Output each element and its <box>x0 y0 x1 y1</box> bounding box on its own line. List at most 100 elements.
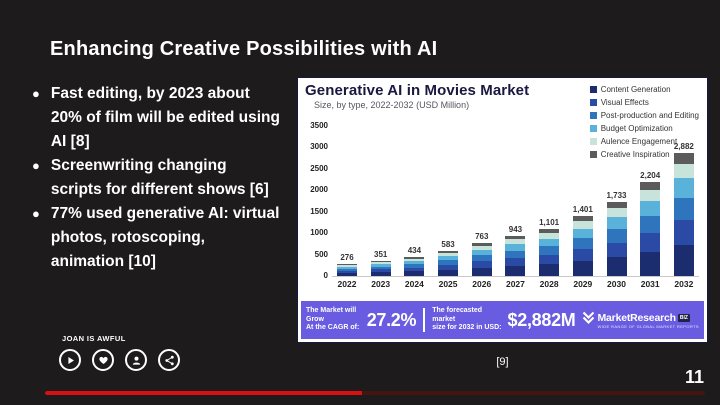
bar-segment-creative-inspiration <box>572 215 593 222</box>
like-button[interactable] <box>92 349 114 371</box>
bar-segment-visual-effects <box>471 261 492 268</box>
bar-segment-creative-inspiration <box>505 235 526 240</box>
play-icon <box>65 355 76 366</box>
bar-segment-aulence-engagement <box>539 233 560 239</box>
bar-segment-post-production-and-editing <box>539 246 560 255</box>
bar-segment-content-generation <box>572 261 593 277</box>
bullet-icon: ● <box>32 206 40 221</box>
bar-segment-budget-optimization <box>370 264 391 267</box>
bar-stack <box>471 243 492 276</box>
bar-segment-creative-inspiration <box>539 228 560 234</box>
bar-segment-visual-effects <box>539 254 560 265</box>
bar-segment-budget-optimization <box>337 266 357 269</box>
x-tick-label: 2030 <box>607 279 626 289</box>
legend-swatch <box>589 99 597 106</box>
bar-segment-visual-effects <box>438 264 459 270</box>
bar-stack <box>370 260 391 276</box>
bar-segment-post-production-and-editing <box>673 198 694 221</box>
citation-reference: [9] <box>496 356 509 368</box>
bar-segment-visual-effects <box>572 249 593 261</box>
bar-value-label: 943 <box>508 224 523 234</box>
bar-segment-visual-effects <box>640 233 661 253</box>
legend-item: Post-production and Editing <box>589 109 699 122</box>
bar-segment-post-production-and-editing <box>471 255 492 262</box>
bar-stack <box>640 181 661 276</box>
bar-stack <box>606 201 627 276</box>
x-tick-label: 2027 <box>505 279 525 289</box>
brand-badge: BIZ <box>677 313 690 322</box>
bar-segment-creative-inspiration <box>471 243 492 247</box>
chart-subtitle: Size, by type, 2022-2032 (USD Million) <box>314 100 470 110</box>
forecast-label: The forecasted market size for 2032 in U… <box>432 306 502 332</box>
bar-segment-post-production-and-editing <box>404 264 425 268</box>
x-tick-label: 2023 <box>371 279 391 289</box>
checkmark-icon <box>582 311 595 329</box>
bar-value-label: 583 <box>441 240 455 250</box>
bar-2028: 1,101 <box>534 116 564 276</box>
bar-2023: 351 <box>366 116 396 276</box>
plot-area: 3500 3000 2500 2000 1500 1000 500 0 276 351 434 58… <box>304 116 701 284</box>
legend-label: Creative Inspiration <box>600 150 670 159</box>
play-button[interactable] <box>59 349 81 371</box>
y-tick-label: 0 <box>323 271 328 280</box>
bar-segment-budget-optimization <box>505 244 526 251</box>
bar-segment-content-generation <box>370 272 391 276</box>
legend-item: Content Generation <box>589 83 699 96</box>
y-tick-label: 3000 <box>310 142 328 152</box>
y-tick-label: 2000 <box>310 185 328 195</box>
bar-segment-creative-inspiration <box>337 264 357 266</box>
bar-segment-aulence-engagement <box>438 253 459 257</box>
bar-segment-budget-optimization <box>640 201 661 217</box>
legend-item: Budget Optimization <box>589 122 699 135</box>
bar-value-label: 1,101 <box>539 217 560 227</box>
chart-footer-bar: The Market will Grow At the CAGR of: 27.… <box>301 301 704 339</box>
legend-swatch <box>589 86 597 93</box>
bar-segment-creative-inspiration <box>606 201 627 209</box>
video-progress-bar[interactable] <box>45 391 705 395</box>
bar-segment-post-production-and-editing <box>438 260 459 265</box>
profile-button[interactable] <box>125 349 147 371</box>
bar-2027: 943 <box>500 116 530 276</box>
bullet-list: ● Fast editing, by 2023 about 20% of fil… <box>32 82 280 274</box>
bars: 276 351 434 583 763 943 1,101 1,401 1,733 2,204 2,… <box>332 116 699 277</box>
bar-segment-visual-effects <box>505 257 526 266</box>
brand-logo: MarketResearch BIZ WIDE RANGE OF GLOBAL … <box>582 311 700 329</box>
legend-item: Aulence Engagement <box>589 135 699 148</box>
legend-label: Budget Optimization <box>600 124 673 133</box>
legend-label: Content Generation <box>600 85 671 94</box>
bar-value-label: 2,882 <box>673 141 694 151</box>
profile-icon <box>131 355 142 366</box>
bar-stack <box>505 235 526 276</box>
bar-segment-creative-inspiration <box>404 257 425 260</box>
bar-segment-content-generation <box>505 265 526 276</box>
legend-item: Creative Inspiration <box>589 148 699 161</box>
bar-segment-content-generation <box>471 267 492 276</box>
bar-segment-visual-effects <box>370 269 391 273</box>
bar-stack <box>539 228 560 276</box>
footer-divider <box>423 308 426 332</box>
bar-segment-creative-inspiration <box>640 181 661 191</box>
x-tick-label: 2024 <box>404 279 424 289</box>
list-item: ● Fast editing, by 2023 about 20% of fil… <box>32 82 280 154</box>
bar-2031: 2,204 <box>635 116 665 276</box>
x-tick-label: 2025 <box>438 279 458 289</box>
legend-swatch <box>589 112 597 119</box>
bar-segment-post-production-and-editing <box>505 250 526 258</box>
bar-segment-visual-effects <box>404 267 425 272</box>
y-tick-label: 1500 <box>310 206 328 216</box>
progress-played[interactable] <box>45 391 362 395</box>
chart-legend: Content Generation Visual Effects Post-pro… <box>589 83 699 161</box>
bar-segment-content-generation <box>337 273 357 276</box>
bullet-text: Screenwriting changing scripts for diffe… <box>50 157 269 198</box>
bar-segment-content-generation <box>438 269 459 277</box>
bar-segment-budget-optimization <box>404 261 425 265</box>
x-tick-label: 2032 <box>674 279 694 289</box>
x-axis: 2022 2023 2024 2025 2026 2027 2028 2029 2030 2031… <box>332 279 699 289</box>
legend-label: Visual Effects <box>600 98 649 107</box>
bar-segment-visual-effects <box>337 270 357 274</box>
chart-panel: Generative AI in Movies Market Size, by … <box>296 76 709 344</box>
bar-segment-creative-inspiration <box>370 260 391 263</box>
bar-segment-post-production-and-editing <box>640 216 661 234</box>
bar-2029: 1,401 <box>568 116 598 277</box>
share-button[interactable] <box>158 349 180 371</box>
